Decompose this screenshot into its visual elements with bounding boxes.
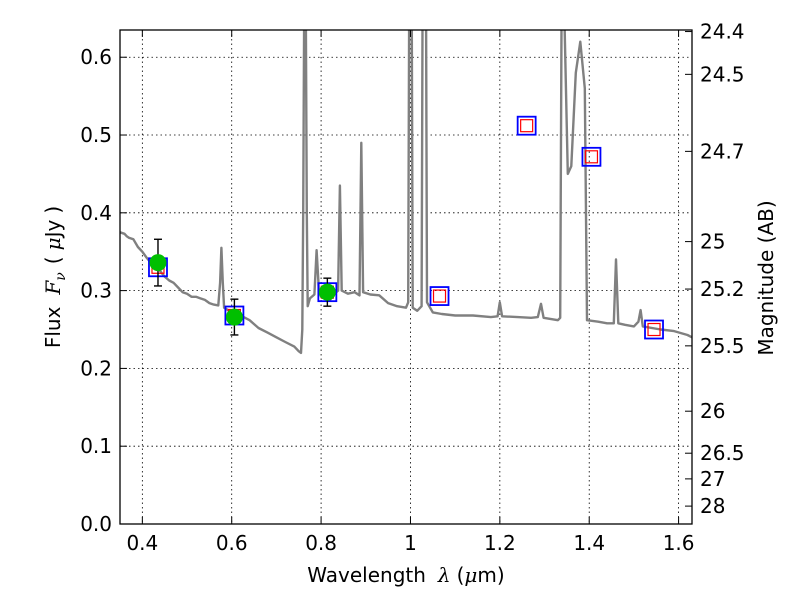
photometry-points (148, 115, 664, 340)
y2-tick-label: 25.2 (700, 277, 745, 301)
x-tick-label: 0.6 (216, 531, 248, 555)
model-inner-marker (520, 119, 534, 133)
x-tick-label: 1.2 (484, 531, 516, 555)
measured-point (318, 283, 336, 301)
y-axis-label: FluxFν(μJy) (41, 206, 69, 348)
model-square-marker (516, 115, 537, 136)
y2-tick-label: 25.5 (700, 334, 745, 358)
model-square-marker (429, 286, 450, 306)
y-tick-label: 0.3 (80, 279, 112, 303)
model-inner-marker (584, 150, 599, 164)
sed-line (120, 30, 692, 355)
y2-tick-label: 24.7 (700, 139, 745, 163)
x-tick-label: 1.6 (663, 531, 695, 555)
model-square-marker (644, 319, 664, 340)
y2-axis-label: Magnitude (AB) (754, 200, 778, 355)
y-tick-label: 0.0 (80, 512, 112, 536)
axis-ticks: 0.4 0.6 0.8 1 1.2 1.4 1.6 0.0 0.1 0.2 0.3 0.4 0.5 0.6… (80, 20, 744, 555)
y2-tick-label: 28 (700, 494, 725, 518)
y2-tick-label: 26.5 (700, 441, 745, 465)
x-tick-label: 1.4 (573, 531, 605, 555)
y2-tick-label: 24.4 (700, 20, 745, 44)
sed-spectrum (120, 30, 692, 355)
measured-point (149, 254, 167, 272)
grid (120, 30, 692, 525)
plot-frame (119, 29, 693, 525)
model-inner-marker (647, 322, 661, 337)
y-tick-label: 0.1 (80, 434, 112, 458)
y-tick-label: 0.2 (80, 356, 112, 380)
y2-tick-label: 25 (700, 230, 725, 254)
y2-tick-label: 26 (700, 399, 725, 423)
x-tick-label: 0.4 (126, 531, 158, 555)
model-inner-marker (432, 289, 447, 303)
measured-point (225, 308, 243, 326)
y-tick-label: 0.6 (80, 45, 112, 69)
y-tick-label: 0.5 (80, 123, 112, 147)
x-tick-label: 0.8 (305, 531, 337, 555)
x-tick-label: 1 (404, 531, 417, 555)
x-axis-label: Wavelength λ (μm) (307, 563, 504, 587)
y-tick-label: 0.4 (80, 201, 112, 225)
model-square-marker (581, 146, 602, 167)
y2-tick-label: 24.5 (700, 62, 745, 86)
y2-tick-label: 27 (700, 467, 725, 491)
